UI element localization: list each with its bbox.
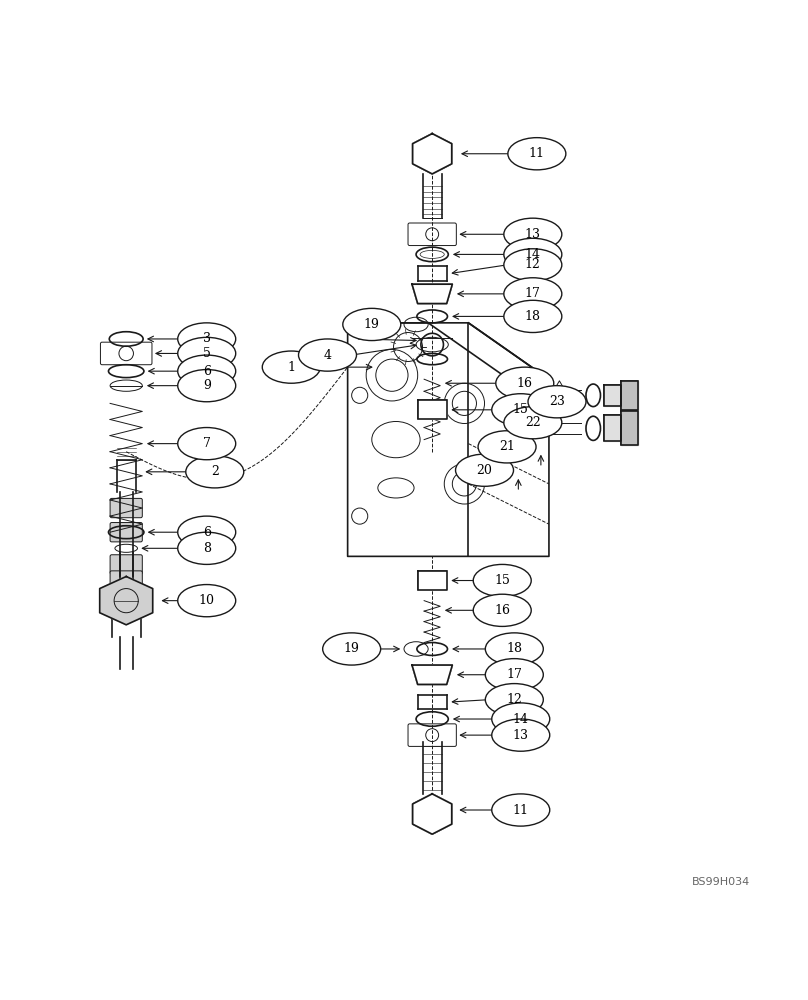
Ellipse shape — [504, 407, 562, 439]
Text: 7: 7 — [203, 437, 211, 450]
Text: 12: 12 — [525, 258, 541, 271]
Polygon shape — [412, 665, 452, 684]
Ellipse shape — [486, 659, 543, 691]
Ellipse shape — [178, 516, 236, 548]
Text: 20: 20 — [477, 464, 492, 477]
Ellipse shape — [178, 532, 236, 564]
Polygon shape — [621, 381, 638, 410]
Polygon shape — [412, 284, 452, 304]
Ellipse shape — [492, 394, 549, 426]
Text: 5: 5 — [203, 347, 211, 360]
Text: 21: 21 — [499, 440, 515, 453]
Polygon shape — [621, 411, 638, 445]
Polygon shape — [604, 385, 621, 406]
Text: 18: 18 — [525, 310, 541, 323]
Ellipse shape — [178, 355, 236, 387]
Text: 16: 16 — [494, 604, 510, 617]
Text: 17: 17 — [507, 668, 522, 681]
Polygon shape — [418, 571, 447, 590]
Polygon shape — [99, 576, 153, 625]
Text: 23: 23 — [549, 395, 565, 408]
Ellipse shape — [496, 367, 553, 399]
Ellipse shape — [343, 308, 401, 341]
Text: 14: 14 — [525, 248, 541, 261]
Ellipse shape — [178, 585, 236, 617]
FancyBboxPatch shape — [110, 571, 142, 590]
Polygon shape — [604, 415, 621, 441]
Ellipse shape — [504, 278, 562, 310]
Text: 13: 13 — [513, 729, 528, 742]
Polygon shape — [418, 400, 447, 419]
Text: 9: 9 — [203, 379, 211, 392]
Ellipse shape — [473, 594, 531, 626]
Ellipse shape — [492, 719, 549, 751]
Ellipse shape — [504, 300, 562, 333]
Ellipse shape — [178, 337, 236, 370]
Ellipse shape — [473, 564, 531, 597]
FancyBboxPatch shape — [110, 555, 142, 574]
Text: 13: 13 — [525, 228, 541, 241]
Ellipse shape — [298, 339, 356, 371]
Text: 17: 17 — [525, 287, 541, 300]
Ellipse shape — [492, 703, 549, 735]
Ellipse shape — [456, 454, 514, 486]
Text: 11: 11 — [513, 804, 528, 817]
Text: 11: 11 — [529, 147, 545, 160]
Ellipse shape — [178, 323, 236, 355]
Ellipse shape — [478, 431, 536, 463]
Text: 19: 19 — [364, 318, 380, 331]
Text: 15: 15 — [494, 574, 510, 587]
Text: 14: 14 — [513, 713, 528, 726]
Ellipse shape — [504, 218, 562, 250]
Text: 15: 15 — [513, 403, 528, 416]
Ellipse shape — [186, 456, 244, 488]
Text: 18: 18 — [507, 642, 522, 655]
Text: 12: 12 — [507, 693, 522, 706]
Ellipse shape — [178, 370, 236, 402]
Ellipse shape — [178, 428, 236, 460]
Text: BS99H034: BS99H034 — [692, 877, 751, 887]
Ellipse shape — [504, 249, 562, 281]
FancyBboxPatch shape — [110, 523, 142, 542]
Polygon shape — [413, 134, 452, 174]
Ellipse shape — [492, 794, 549, 826]
Ellipse shape — [504, 238, 562, 271]
Text: 10: 10 — [199, 594, 215, 607]
Ellipse shape — [528, 386, 586, 418]
Text: 4: 4 — [323, 349, 331, 362]
Text: 2: 2 — [211, 465, 219, 478]
Text: 1: 1 — [288, 361, 295, 374]
Text: 3: 3 — [203, 332, 211, 345]
Text: 8: 8 — [203, 542, 211, 555]
Ellipse shape — [263, 351, 320, 383]
Ellipse shape — [486, 633, 543, 665]
FancyBboxPatch shape — [110, 498, 142, 518]
Polygon shape — [413, 794, 452, 834]
Text: 19: 19 — [343, 642, 360, 655]
Ellipse shape — [486, 684, 543, 716]
Ellipse shape — [322, 633, 381, 665]
Text: 22: 22 — [525, 416, 541, 429]
Text: 16: 16 — [517, 377, 532, 390]
Text: 6: 6 — [203, 526, 211, 539]
Ellipse shape — [508, 138, 566, 170]
Text: 6: 6 — [203, 365, 211, 378]
